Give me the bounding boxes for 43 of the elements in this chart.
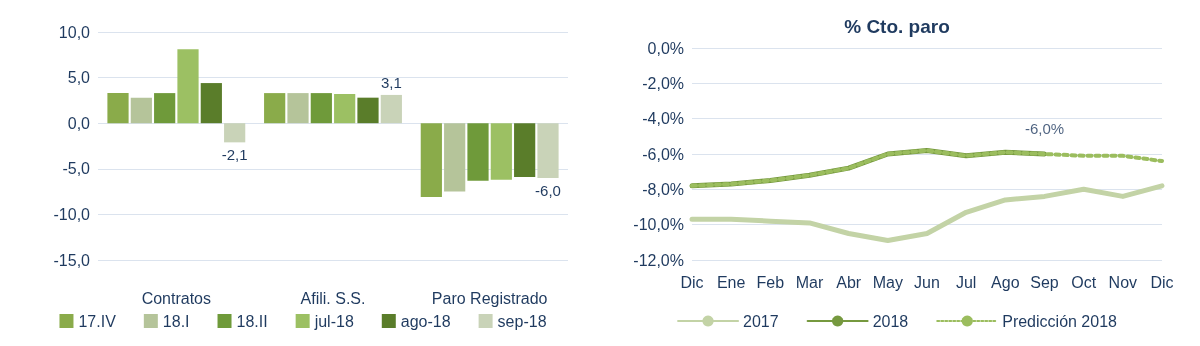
annotation: -6,0% xyxy=(1024,120,1065,137)
x-tick-label: Ene xyxy=(716,273,746,291)
x-tick-label: Jun xyxy=(914,273,940,291)
y-tick-label: -12,0% xyxy=(633,251,684,269)
x-tick-label: Contratos xyxy=(141,289,212,307)
x-tick-label: Dic xyxy=(680,273,704,291)
legend-label: sep-18 xyxy=(497,312,547,330)
legend-label: 18.II xyxy=(236,312,268,330)
legend-label: 18.I xyxy=(162,312,190,330)
x-tick-label: Jul xyxy=(955,273,977,291)
legend-label: ago-18 xyxy=(400,312,451,330)
y-tick-label: 5,0 xyxy=(67,69,91,87)
legend-label: 2017 xyxy=(743,312,779,330)
legend-label: 17.IV xyxy=(78,312,117,330)
data-label: -6,0 xyxy=(535,181,561,199)
legend-label: jul-18 xyxy=(313,312,354,330)
y-tick-label: 0,0% xyxy=(647,39,684,57)
data-label: -2,1 xyxy=(221,146,248,164)
y-tick-label: -5,0 xyxy=(62,160,91,178)
x-tick-label: Oct xyxy=(1071,273,1097,291)
y-tick-label: -10,0% xyxy=(633,216,684,234)
x-tick-label: Paro Registrado xyxy=(431,289,548,307)
x-tick-label: Ago xyxy=(991,273,1020,291)
x-tick-label: May xyxy=(872,273,903,291)
y-tick-label: -6,0% xyxy=(642,145,684,163)
x-tick-label: Sep xyxy=(1030,273,1059,291)
x-tick-label: Mar xyxy=(795,273,824,291)
y-tick-label: -4,0% xyxy=(642,110,684,128)
x-tick-label: Dic xyxy=(1150,273,1174,291)
y-tick-label: -8,0% xyxy=(642,180,684,198)
x-tick-label: Feb xyxy=(756,273,785,291)
y-tick-label: -15,0 xyxy=(53,251,91,269)
y-tick-label: 10,0 xyxy=(58,23,91,41)
y-tick-label: -2,0% xyxy=(642,74,684,92)
x-tick-label: Abr xyxy=(836,273,862,291)
x-tick-label: Afili. S.S. xyxy=(300,289,366,307)
y-tick-label: 0,0 xyxy=(67,114,91,132)
legend-label: Predicción 2018 xyxy=(1002,312,1118,330)
y-tick-label: -10,0 xyxy=(53,205,91,223)
legend-label: 2018 xyxy=(872,312,909,330)
x-tick-label: Nov xyxy=(1108,273,1138,291)
data-label: 3,1 xyxy=(380,73,402,91)
chart-title: % Cto. paro xyxy=(844,16,950,37)
